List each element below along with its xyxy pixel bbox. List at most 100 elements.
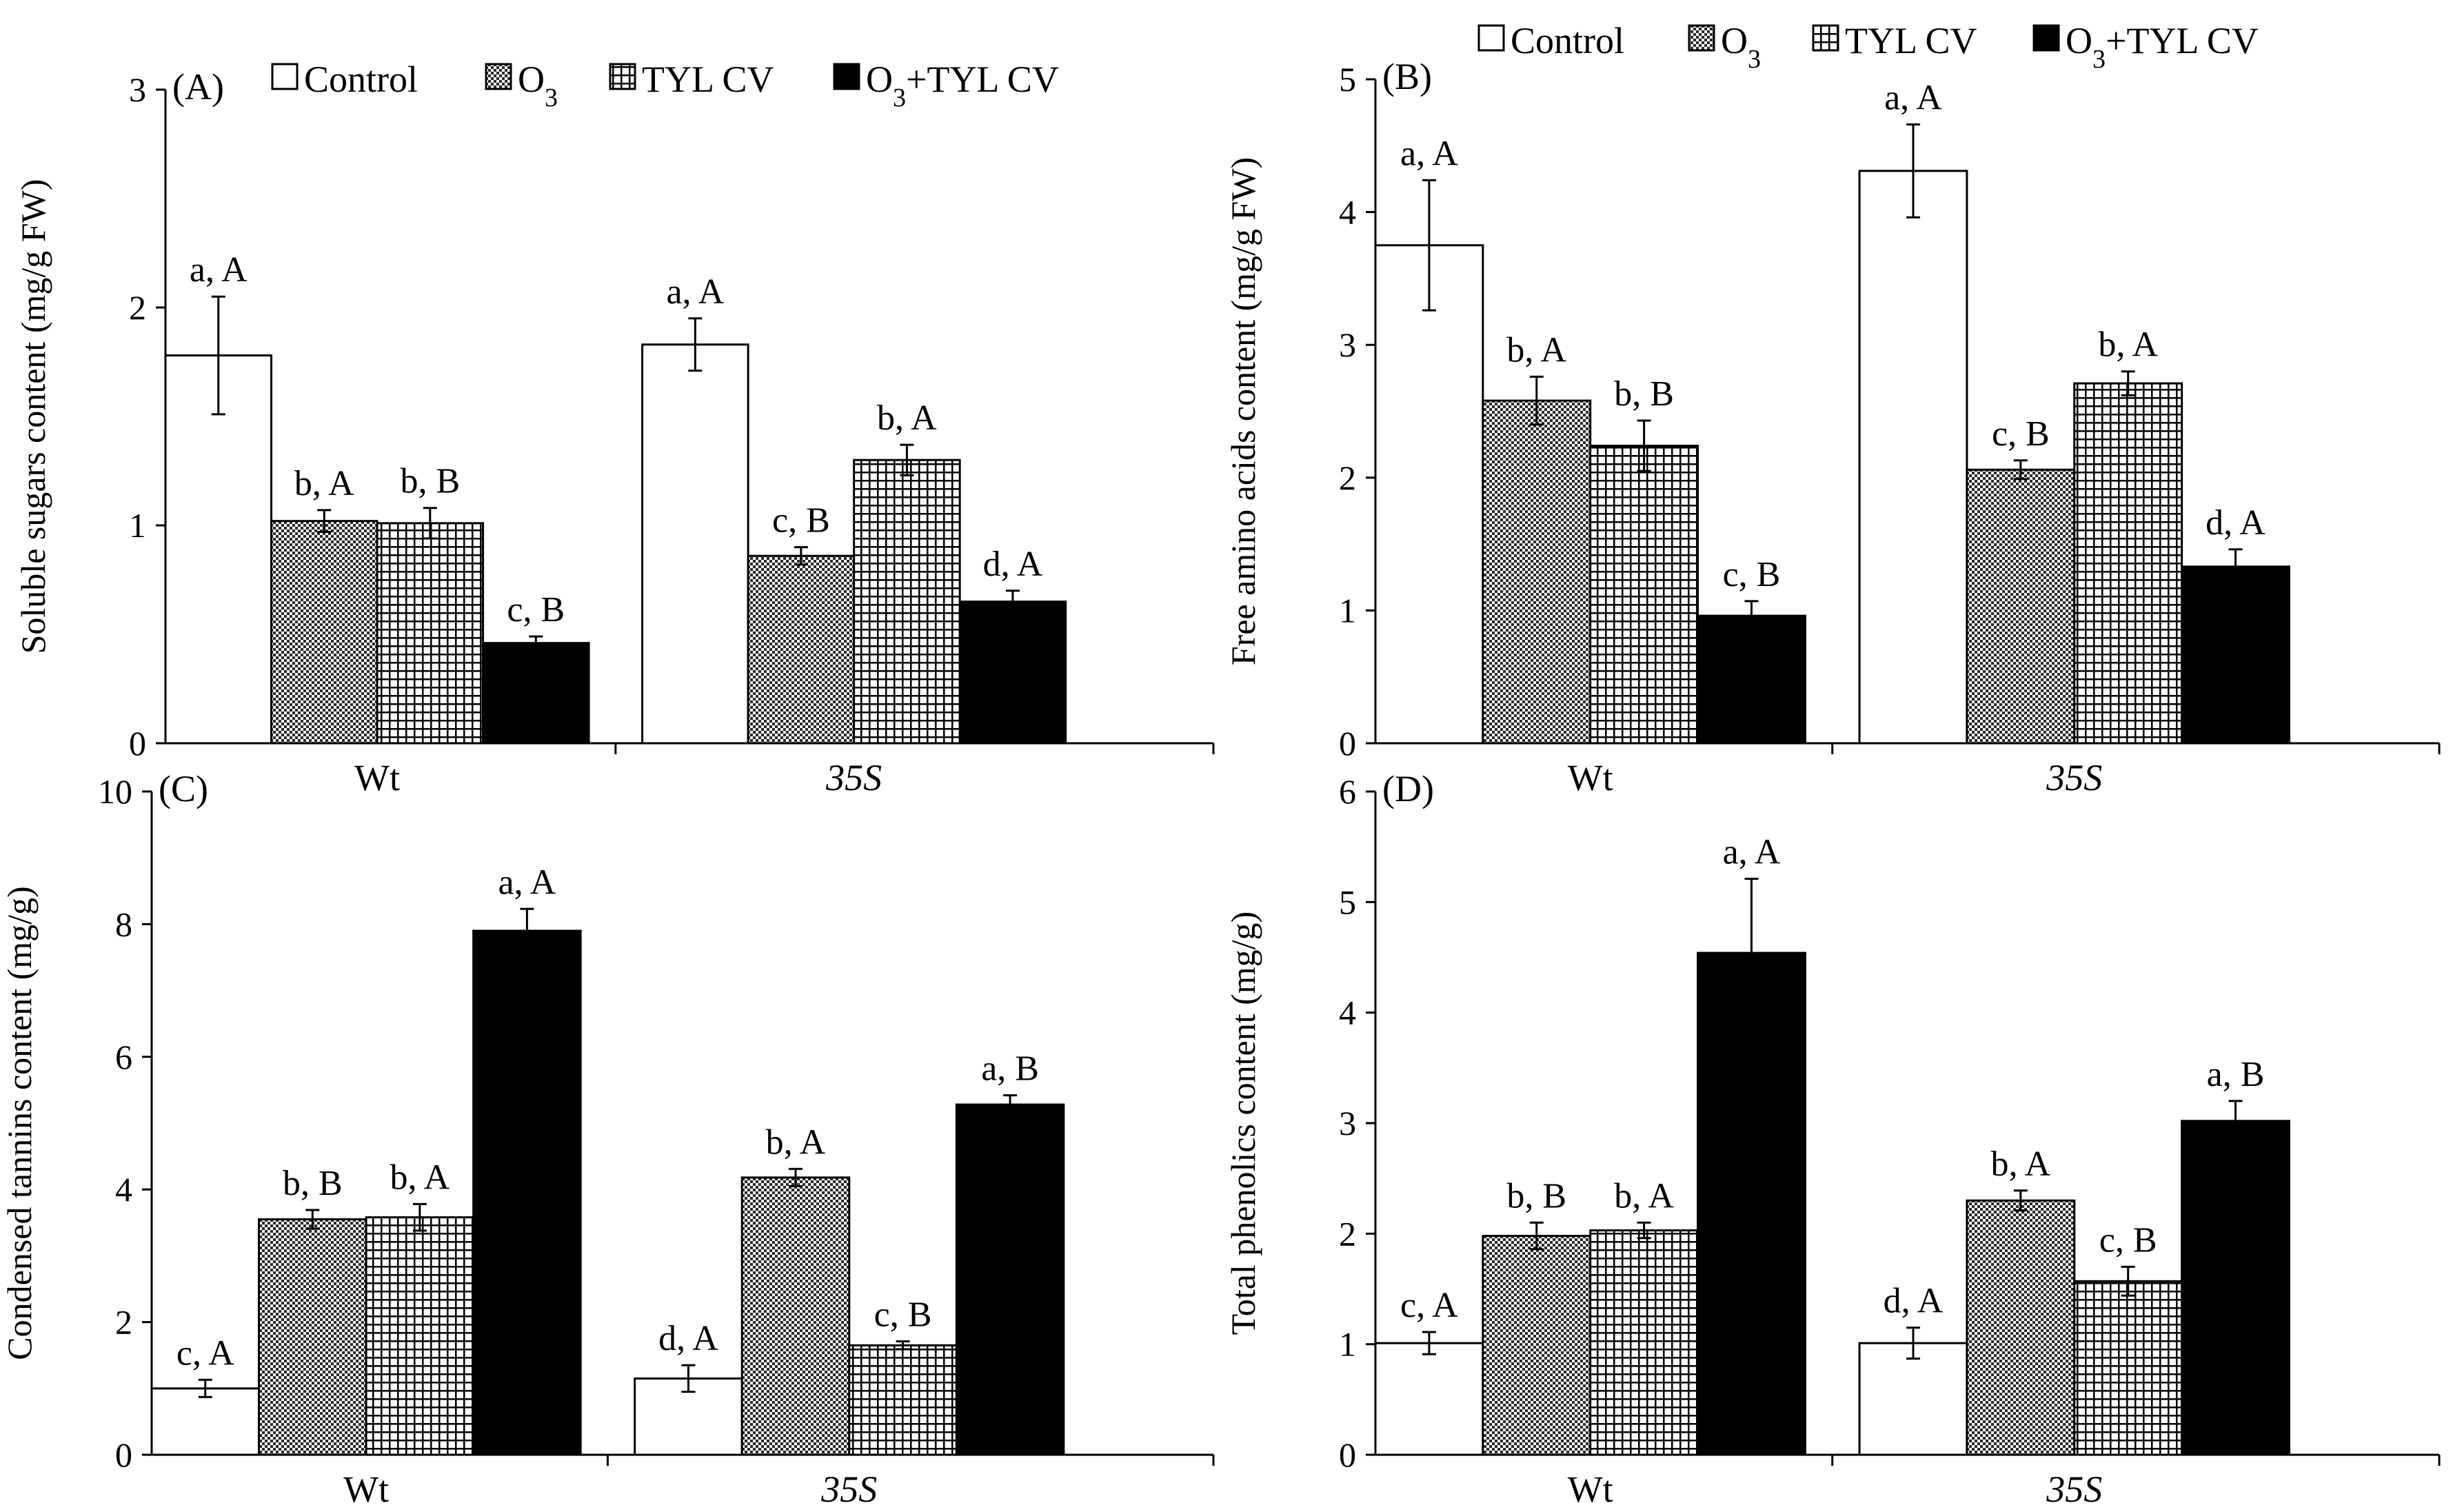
panels: 0 1 2 3 Soluble sugars content (mg/g FW) (A) a… (0, 56, 2441, 1510)
y-tick-label: 8 (115, 905, 132, 943)
y-tick-label: 5 (1339, 883, 1356, 921)
significance-label: b, B (1506, 1176, 1566, 1216)
significance-label: d, A (658, 1319, 718, 1358)
y-tick-label: 1 (1339, 591, 1356, 629)
bar-control-wt (164, 354, 273, 745)
legend-swatch-control (1477, 24, 1505, 52)
y-tick-label: 2 (129, 288, 146, 327)
y-axis-title: Total phenolics content (mg/g) (1224, 911, 1262, 1335)
bar-tylcv-35s (853, 458, 961, 745)
significance-label: c, A (1400, 1286, 1458, 1325)
bar-tylcv-wt (365, 1216, 475, 1456)
category-label: 35S (2046, 757, 2102, 798)
bar-tylcv-35s (2073, 1280, 2183, 1456)
legend-swatch-tylcv (1812, 24, 1839, 52)
bar-tylcv-35s (2073, 382, 2183, 745)
significance-label: d, A (983, 545, 1043, 584)
bar-o3-wt (1482, 1235, 1592, 1456)
y-tick-label: 1 (1339, 1325, 1356, 1364)
category-label: 35S (820, 1469, 877, 1510)
category-label: Wt (1568, 757, 1613, 798)
y-tick-label: 3 (129, 70, 146, 109)
y-tick-label: 3 (1339, 325, 1356, 364)
bar-tylcv-wt (1589, 445, 1699, 745)
legend-swatch-o3 (485, 63, 512, 90)
panel-label: (C) (159, 768, 208, 809)
y-tick-label: 10 (98, 772, 132, 811)
y-tick-label: 2 (115, 1303, 132, 1342)
bar-o3-wt (270, 520, 379, 745)
significance-label: a, A (1884, 78, 1942, 117)
bar-o3-35s (1966, 468, 2076, 745)
y-tick-label: 0 (115, 1435, 132, 1474)
bar-o3tylcv-wt (1697, 614, 1806, 745)
bar-o3-wt (258, 1218, 367, 1456)
significance-label: b, A (294, 464, 354, 503)
bar-control-wt (1374, 244, 1484, 745)
bar-tylcv-wt (376, 522, 485, 745)
significance-label: c, B (507, 590, 565, 629)
legend-label-control: Control (304, 59, 418, 100)
panel-b: 0 1 2 3 4 5 Free amino acids content (mg/g FW)… (1224, 56, 2441, 798)
y-tick-label: 4 (1339, 994, 1356, 1032)
y-axis-title: Free amino acids content (mg/g FW) (1224, 157, 1262, 665)
category-label: 35S (2046, 1469, 2102, 1510)
y-tick-label: 0 (1339, 1435, 1356, 1474)
significance-label: a, B (981, 1049, 1039, 1089)
bar-o3-35s (747, 554, 856, 745)
y-tick-label: 5 (1339, 60, 1356, 99)
legend-top-left: Control O3 TYL CV O3+TYL CV (271, 59, 1059, 112)
bar-tylcv-35s (848, 1344, 958, 1456)
y-tick-label: 2 (1339, 458, 1356, 497)
panel-label: (A) (172, 66, 224, 108)
significance-label: d, A (2206, 503, 2266, 543)
legend-label-o3tylcv: O3+TYL CV (2066, 20, 2259, 74)
y-tick-label: 1 (129, 506, 146, 545)
bar-control-35s (641, 343, 749, 745)
legend-top-right: Control O3 TYL CV O3+TYL CV (1477, 20, 2259, 74)
bar-control-35s (1858, 1342, 1968, 1456)
category-label: Wt (1568, 1469, 1613, 1510)
legend-swatch-o3tylcv (833, 63, 860, 90)
significance-label: b, A (1506, 330, 1566, 370)
significance-label: c, B (2099, 1220, 2157, 1260)
significance-label: b, A (877, 399, 937, 438)
bar-o3-35s (1966, 1199, 2076, 1456)
legend-swatch-tylcv (609, 63, 636, 90)
panel-d: 0 1 2 3 4 5 6 Total phenolics content (mg/g) (D)… (1224, 768, 2441, 1510)
y-tick-label: 4 (115, 1170, 132, 1209)
panel-a: 0 1 2 3 Soluble sugars content (mg/g FW) (A) a… (14, 66, 1215, 798)
legend-item-o3: O3 (1688, 20, 1761, 74)
legend-label-control: Control (1511, 20, 1624, 61)
legend-label-tylcv: TYL CV (642, 59, 774, 100)
bar-o3tylcv-35s (958, 601, 1067, 745)
y-tick-label: 6 (1339, 772, 1356, 811)
y-tick-label: 0 (129, 724, 146, 763)
significance-label: b, B (283, 1164, 343, 1203)
y-tick-label: 0 (1339, 724, 1356, 763)
significance-label: b, B (1614, 374, 1674, 414)
panel-label: (B) (1382, 56, 1432, 97)
legend-item-o3tylcv: O3+TYL CV (2032, 20, 2259, 74)
significance-label: b, A (2098, 325, 2158, 365)
significance-label: a, A (1723, 833, 1781, 872)
panel-c: 0 2 4 6 8 10 Condensed tannins content (mg/g) (… (0, 768, 1215, 1510)
category-label: 35S (825, 757, 882, 798)
y-axis-title: Soluble sugars content (mg/g FW) (14, 179, 52, 654)
y-tick-label: 6 (115, 1038, 132, 1076)
panel-label: (D) (1382, 768, 1434, 809)
category-label: Wt (354, 757, 400, 798)
significance-label: b, B (400, 462, 460, 501)
y-tick-label: 2 (1339, 1214, 1356, 1253)
significance-label: a, B (2207, 1055, 2265, 1094)
significance-label: c, B (874, 1295, 932, 1334)
significance-label: b, A (390, 1158, 450, 1197)
bar-o3tylcv-wt (482, 642, 590, 745)
bar-o3tylcv-35s (2181, 1120, 2290, 1456)
significance-label: b, A (1990, 1145, 2050, 1184)
y-tick-label: 4 (1339, 193, 1356, 232)
legend-item-tylcv: TYL CV (1812, 20, 1977, 61)
bar-o3tylcv-wt (472, 929, 582, 1456)
bar-o3tylcv-35s (2181, 565, 2290, 745)
bar-tylcv-wt (1589, 1229, 1699, 1456)
